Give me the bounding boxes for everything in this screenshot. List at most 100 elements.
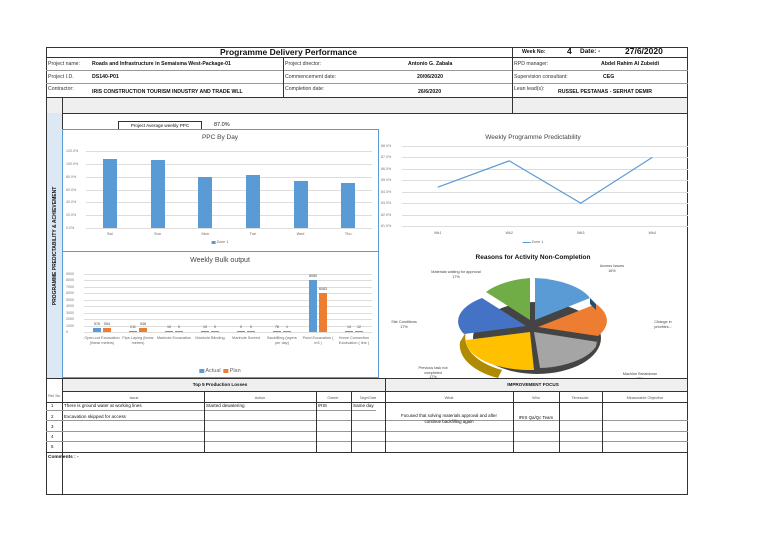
commencement-date-value: 20/06/2020	[417, 74, 443, 80]
x-tick-label: Manhole Excavation	[156, 336, 192, 340]
bulk-bar-plan	[319, 292, 327, 332]
gridline	[86, 176, 372, 178]
divider	[351, 391, 352, 452]
issue-cell: There is ground water at working lines	[64, 403, 142, 408]
gridline	[84, 306, 372, 307]
data-label: 0	[240, 325, 242, 330]
gridline	[84, 286, 372, 288]
x-tick-label: Wk2	[505, 231, 514, 235]
target-date-cell: Same day	[353, 403, 374, 408]
commencement-date-label: Commencement date:	[285, 74, 337, 80]
bulk-bar-actual	[129, 330, 137, 332]
data-label: 1	[286, 325, 288, 330]
side-strip	[47, 113, 62, 378]
gridline	[402, 226, 688, 227]
y-tick-label: 84.0%	[381, 189, 392, 194]
legend-label: Actual	[205, 368, 221, 374]
divider	[46, 97, 688, 98]
week-no-label: Week No:	[522, 49, 546, 55]
ref-no-header: Ref. No.	[48, 394, 61, 398]
divider	[46, 431, 688, 432]
y-tick-label: 4000	[66, 304, 74, 309]
table-title-band	[63, 379, 687, 391]
project-id-label: Project I.D.	[48, 74, 74, 80]
y-tick-label: 8000	[66, 278, 74, 283]
gridline	[84, 319, 372, 320]
week-no-value: 4	[567, 46, 572, 56]
measurable-objective-header: Measurable Objective	[626, 396, 664, 400]
legend-label: Zone 1	[216, 240, 229, 244]
bulk-bar-plan	[211, 331, 219, 332]
contractor-label: Contractor:	[48, 86, 74, 92]
bulk-bar-plan	[139, 328, 147, 332]
gridline	[84, 325, 372, 327]
data-label: 10	[203, 325, 207, 330]
ppc-bar	[245, 174, 260, 228]
gridline	[84, 299, 372, 301]
gridline	[402, 180, 688, 181]
legend-line-icon	[522, 241, 531, 243]
y-tick-label: 5000	[66, 297, 74, 302]
pie-label-access-issues: Access Issues 16%	[599, 264, 625, 273]
bulk-bar-actual	[165, 331, 173, 332]
ppc-bar	[198, 176, 213, 228]
supervision-consultant-label: Supervision consultant:	[514, 74, 568, 80]
report-title: Programme Delivery Performance	[220, 47, 358, 57]
x-tick-label: Mon	[201, 232, 209, 236]
divider	[512, 47, 513, 113]
data-label: 6083	[319, 286, 327, 291]
bulk-legend: Actual Plan	[199, 368, 241, 374]
x-tick-label: Manhole Blinding	[195, 336, 225, 340]
x-tick-label: Sat	[106, 232, 113, 236]
weekly-predictability-chart	[379, 129, 687, 252]
timescale-header: Timescale	[571, 396, 589, 400]
row-number: 4	[51, 434, 54, 439]
ppc-summary-value: 87.0%	[214, 122, 230, 128]
data-label: 0	[250, 325, 252, 330]
data-label: 8080	[309, 273, 317, 278]
data-label: 12	[357, 325, 361, 330]
bulk-bar-actual	[201, 331, 209, 332]
chart-title: PPC By Day	[201, 134, 239, 141]
row-number: 1	[51, 403, 54, 408]
bulk-bar-plan	[103, 328, 111, 332]
action-cell: Started dewatering	[206, 403, 245, 408]
bulk-bar-plan	[355, 331, 363, 332]
divider	[559, 391, 560, 452]
y-tick-label: 2000	[66, 317, 74, 322]
lean-lead-value: RUSSEL PESTANAS - SERHAT DEMIR	[558, 89, 652, 95]
header-band	[47, 98, 687, 113]
y-tick-label: 86.0%	[381, 166, 392, 171]
completion-date-label: Completion date:	[285, 86, 325, 92]
issue-cell: Excavation skipped for access	[64, 414, 126, 419]
legend-swatch-icon	[211, 240, 216, 244]
bulk-bar-actual	[309, 279, 317, 332]
project-director-value: Antonio G. Zabala	[408, 61, 453, 67]
report-frame	[46, 47, 688, 495]
divider	[46, 70, 688, 71]
x-tick-label: Sun	[154, 232, 161, 236]
bulk-bar-actual	[345, 331, 353, 332]
divider	[602, 391, 603, 452]
bulk-bar-plan	[283, 331, 291, 332]
divider	[46, 83, 688, 84]
pie-graphic	[458, 278, 607, 378]
row-number: 2	[51, 414, 54, 419]
comments-label: Comments : -	[48, 455, 79, 460]
y-tick-label: 20.0%	[66, 213, 77, 218]
divider	[316, 391, 317, 452]
contractor-value: IRIS CONSTRUCTION TOURISM INDUSTRY AND T…	[92, 89, 243, 95]
data-label: 576	[94, 322, 100, 327]
supervision-consultant-value: CEG	[603, 74, 615, 80]
y-tick-label: 0	[66, 330, 68, 334]
divider	[62, 391, 688, 392]
y-tick-label: 60.0%	[66, 187, 77, 192]
rpd-manager-label: RPD manager:	[514, 61, 549, 67]
lean-lead-label: Lean lead(s):	[514, 86, 545, 92]
project-director-label: Project director:	[285, 61, 322, 67]
legend-label: Zone 1	[531, 240, 544, 244]
row-number: 3	[51, 424, 54, 429]
divider	[46, 452, 688, 453]
who-header: Who	[532, 396, 540, 400]
